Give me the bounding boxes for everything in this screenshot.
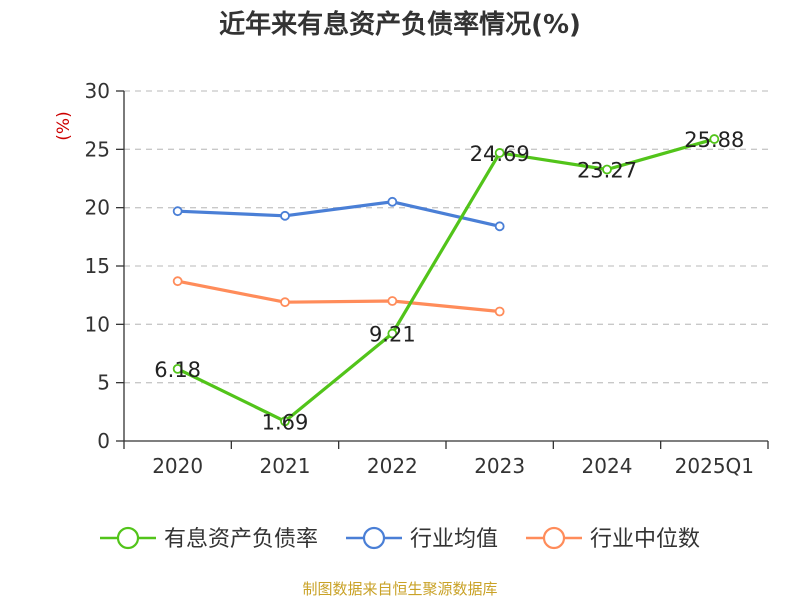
series-line-ratio — [176, 137, 715, 423]
legend-marker — [362, 526, 386, 550]
data-point-industry-median — [494, 306, 505, 317]
data-label: 24.69 — [470, 142, 530, 166]
data-label: 9.21 — [369, 323, 416, 347]
y-tick-label: 25 — [85, 137, 110, 161]
y-axis-label: (%) — [54, 111, 74, 140]
data-point-ratio — [280, 416, 290, 427]
y-tick-label: 10 — [85, 312, 110, 336]
data-point-industry-median — [387, 296, 398, 306]
y-tick-label: 30 — [85, 79, 110, 103]
source-footer: 制图数据来自恒生聚源数据库 — [302, 580, 498, 598]
data-point-industry-average — [280, 210, 290, 221]
data-point-industry-average — [387, 196, 398, 207]
x-tick-label: 2020 — [152, 454, 203, 478]
y-tick-label: 20 — [85, 196, 110, 220]
series-line-industry-average — [177, 200, 501, 228]
data-point-ratio — [709, 134, 720, 144]
x-tick-label: 2023 — [474, 454, 525, 478]
y-tick-label: 5 — [97, 371, 110, 395]
data-point-industry-median — [172, 276, 183, 287]
legend-label: 行业中位数 — [590, 527, 700, 552]
data-point-industry-median — [280, 297, 290, 308]
data-label: 23.27 — [577, 159, 637, 183]
chart-title: 近年来有息资产负债率情况(%) — [219, 10, 581, 40]
x-tick-label: 2025Q1 — [675, 454, 754, 478]
data-point-ratio — [387, 328, 398, 339]
y-tick-label: 0 — [97, 429, 110, 453]
legend-label: 行业均值 — [410, 527, 498, 552]
series-line-industry-median — [177, 279, 500, 314]
x-tick-label: 2022 — [367, 454, 418, 478]
x-tick-label: 2024 — [582, 454, 633, 478]
data-label: 25.88 — [684, 128, 744, 152]
data-point-ratio — [602, 164, 612, 175]
data-label: 1.69 — [262, 410, 309, 434]
legend-marker — [116, 526, 140, 550]
data-point-industry-average — [494, 221, 505, 232]
data-point-ratio — [172, 363, 183, 374]
data-label: 6.18 — [154, 358, 201, 382]
x-tick-label: 2021 — [260, 454, 311, 478]
data-point-ratio — [494, 148, 505, 158]
data-point-industry-average — [172, 206, 183, 217]
legend-label: 有息资产负债率 — [164, 527, 318, 552]
legend-marker — [542, 526, 566, 550]
y-tick-label: 15 — [85, 254, 110, 278]
